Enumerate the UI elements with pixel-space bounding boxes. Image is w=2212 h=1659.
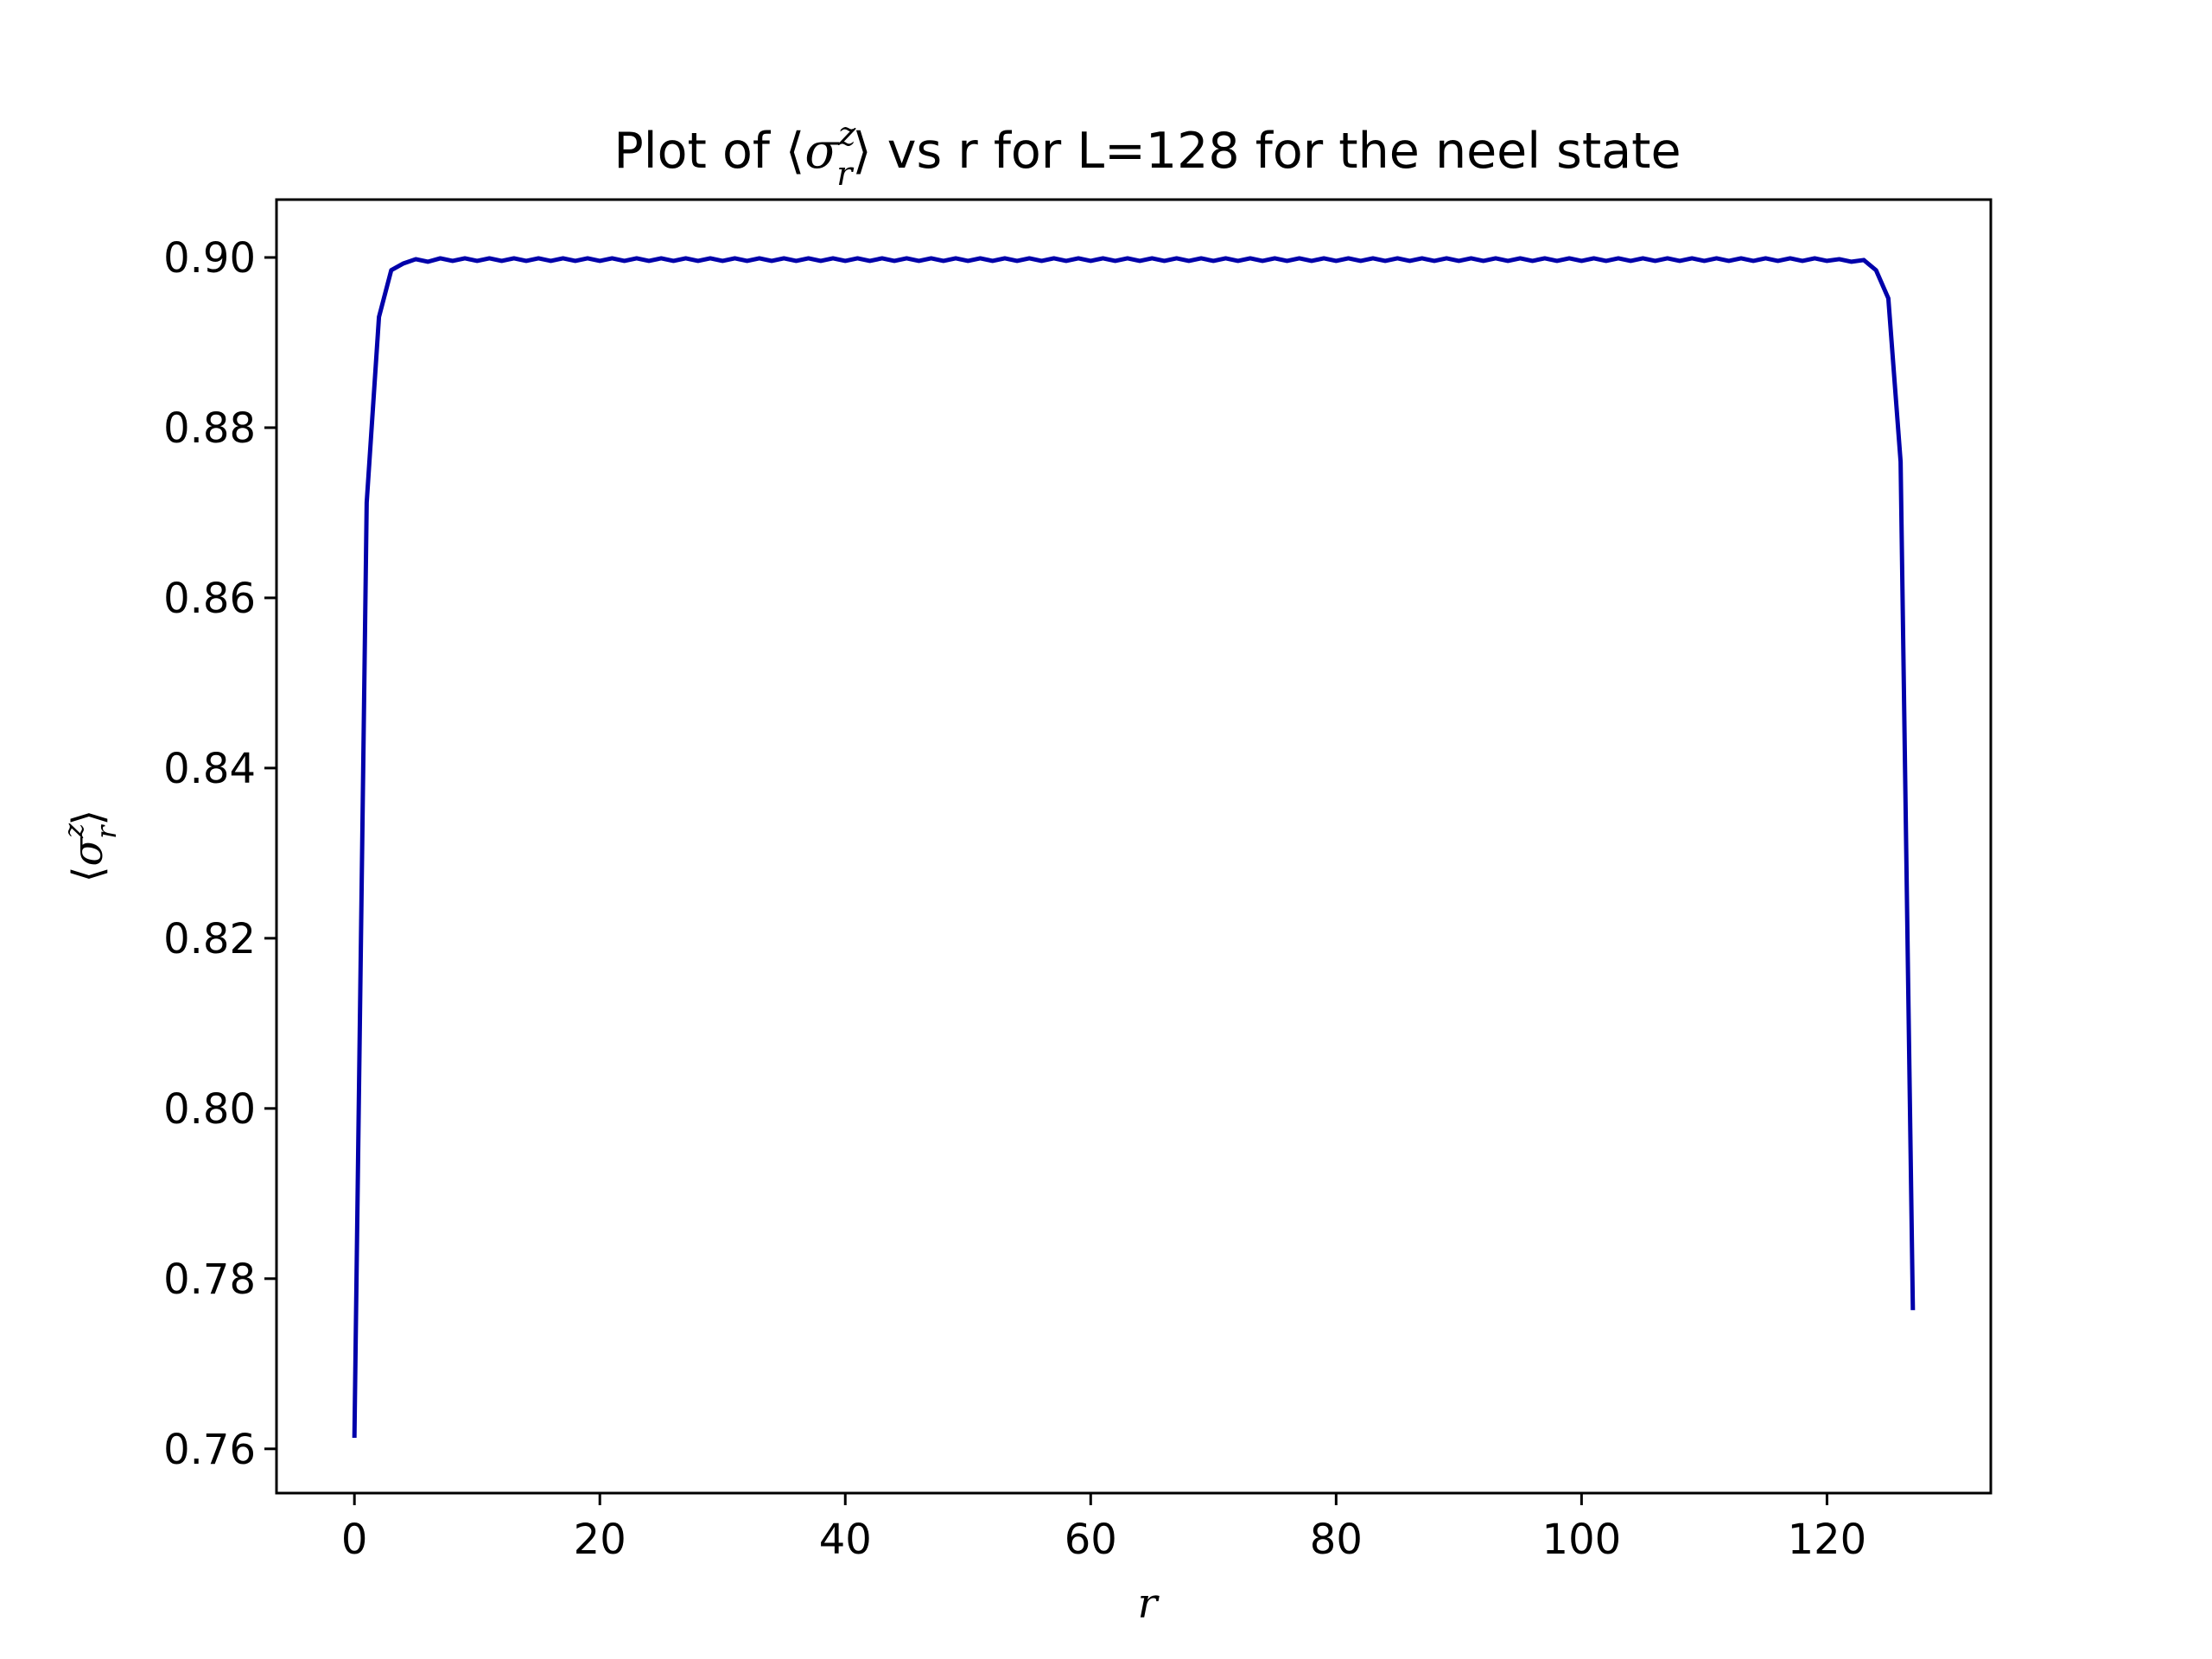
y-tick-label: 0.86 xyxy=(163,575,256,623)
series-layer xyxy=(352,256,1916,1439)
x-axis: 0 20 40 60 80 100 120 xyxy=(341,1493,1866,1564)
y-tick-label: 0.80 xyxy=(163,1085,256,1134)
x-tick-label: 0 xyxy=(341,1516,368,1564)
y-tick-label: 0.90 xyxy=(163,234,256,283)
plot-area xyxy=(275,198,1993,1495)
y-axis: 0.76 0.78 0.80 0.82 0.84 0.86 0.88 0.90 xyxy=(163,234,276,1474)
x-axis-label: r xyxy=(1138,1580,1160,1628)
chart-title: Plot of ⟨σz r⟩ vs r for L=128 for the nee… xyxy=(613,115,1681,193)
x-tick-label: 100 xyxy=(1542,1516,1622,1564)
x-tick-label: 60 xyxy=(1065,1516,1117,1564)
x-tick-label: 80 xyxy=(1310,1516,1363,1564)
y-tick-label: 0.88 xyxy=(163,404,256,453)
y-tick-label: 0.78 xyxy=(163,1255,256,1304)
y-tick-label: 0.82 xyxy=(163,915,256,963)
series-line xyxy=(352,256,1916,1439)
y-tick-label: 0.84 xyxy=(163,745,256,793)
x-tick-label: 120 xyxy=(1788,1516,1867,1564)
x-tick-label: 40 xyxy=(819,1516,872,1564)
y-tick-label: 0.76 xyxy=(163,1426,256,1474)
axes-frame xyxy=(275,198,1993,1495)
y-axis-label: ⟨σzr⟩ xyxy=(57,810,123,882)
x-tick-label: 20 xyxy=(574,1516,626,1564)
